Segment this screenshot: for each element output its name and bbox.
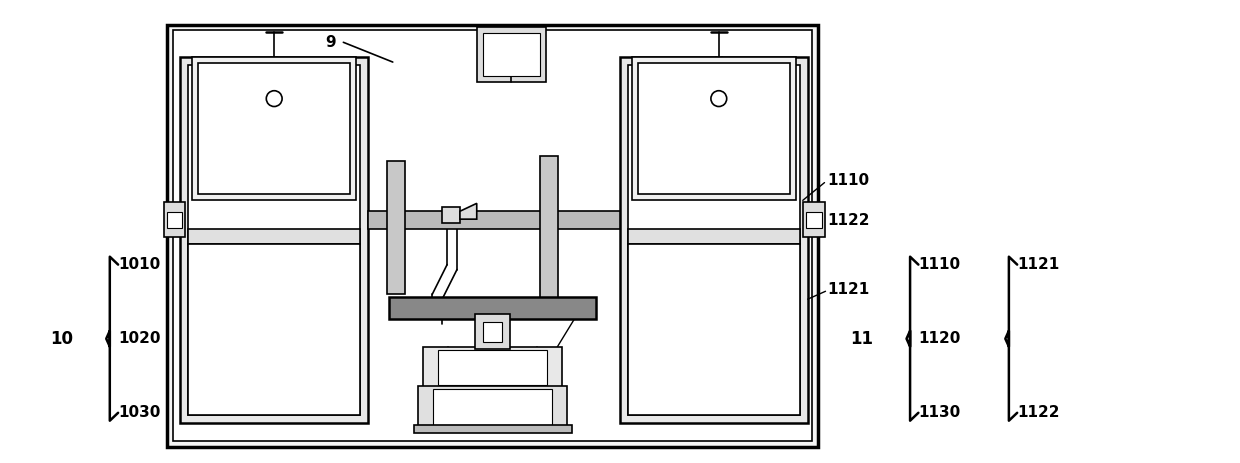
Bar [443,207,460,223]
Text: 1010: 1010 [118,257,160,272]
Text: 1020: 1020 [118,331,161,346]
Text: 1030: 1030 [118,405,160,420]
Text: 1120: 1120 [919,331,961,346]
Bar [433,389,552,425]
Bar [188,244,360,415]
Polygon shape [460,203,476,219]
Bar [174,31,812,441]
Bar [475,314,511,349]
Bar [368,211,620,229]
Text: 1122: 1122 [1017,405,1060,420]
Bar [620,57,807,423]
Bar [482,322,502,342]
Text: 1110: 1110 [919,257,961,272]
Bar [627,244,800,415]
Text: 1130: 1130 [919,405,961,420]
Bar [389,297,596,319]
Text: 10: 10 [51,330,73,348]
Text: 11: 11 [851,330,873,348]
Bar [166,212,182,228]
Bar [188,65,360,415]
Text: 1020: 1020 [229,158,273,173]
Text: 1010: 1010 [229,124,272,139]
Text: 1121: 1121 [827,282,869,297]
Polygon shape [387,161,404,294]
Bar [413,425,572,432]
Bar [180,57,368,423]
Bar [632,57,796,200]
Bar [188,229,360,244]
Text: 1030: 1030 [229,200,272,215]
Bar [438,350,547,385]
Bar [167,25,817,447]
Bar [806,212,822,228]
Bar [627,65,800,415]
Text: 1130: 1130 [470,404,516,422]
Text: 9: 9 [325,35,336,50]
Bar [423,347,562,388]
Bar [164,202,185,237]
Bar [637,63,790,194]
Bar [627,229,800,244]
Text: 1110: 1110 [827,173,869,188]
Bar [476,27,546,82]
Bar [482,33,539,76]
Bar [198,63,350,194]
Bar [802,202,825,237]
Polygon shape [539,156,558,299]
Text: 1121: 1121 [1017,257,1059,272]
Bar [192,57,356,200]
Bar [418,386,567,428]
Text: 1122: 1122 [827,213,870,228]
